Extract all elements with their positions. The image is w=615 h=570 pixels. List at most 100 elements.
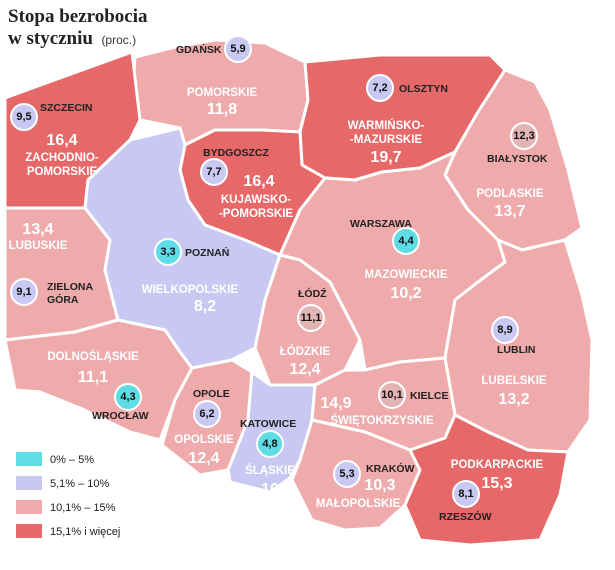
city-bubble-szczecin [10, 103, 38, 131]
city-value-rzeszow: 8,1 [458, 488, 473, 500]
city-value-krakow: 5,3 [339, 468, 354, 480]
map-title-line1: Stopa bezrobocia [8, 6, 148, 27]
legend-swatch-10-15 [16, 500, 42, 514]
region-name-kujawsko-1: KUJAWSKO- [221, 194, 291, 206]
city-label-kielce: KIELCE [410, 390, 449, 402]
legend: 0% – 5% 5,1% – 10% 10,1% – 15% 15,1% i w… [16, 452, 120, 538]
city-bubble-opole [193, 400, 221, 428]
city-bubble-poznan [154, 238, 182, 266]
map-title-line2-group: w styczniu (proc.) [8, 28, 136, 49]
city-bubble-lodz [297, 304, 325, 332]
city-bubble-bydgoszcz [200, 158, 228, 186]
legend-label-0-5: 0% – 5% [50, 454, 94, 466]
region-name-zachodnio-2: POMORSKIE [27, 166, 98, 178]
legend-label-15-plus: 15,1% i więcej [50, 526, 120, 538]
city-label-rzeszow: RZESZÓW [439, 510, 492, 523]
city-label-gdansk: GDAŃSK [176, 43, 222, 56]
region-name-podlaskie: PODLASKIE [476, 188, 543, 200]
city-value-warszawa: 4,4 [398, 235, 414, 247]
region-value-dolnoslaskie: 11,1 [78, 369, 108, 386]
city-value-lublin: 8,9 [497, 324, 512, 336]
city-label-olsztyn: OLSZTYN [399, 83, 448, 95]
region-name-swietokrzyskie: ŚWIĘTOKRZYSKIE [330, 414, 434, 427]
region-value-wielkopolskie: 8,2 [194, 298, 216, 315]
city-value-bydgoszcz: 7,7 [206, 166, 221, 178]
region-podkarpackie [403, 413, 570, 547]
city-value-bialystok: 12,3 [513, 130, 534, 142]
region-name-pomorskie: POMORSKIE [187, 87, 258, 99]
region-value-lubuskie: 13,4 [22, 221, 53, 238]
region-value-warminsko: 19,7 [370, 149, 401, 166]
city-value-olsztyn: 7,2 [372, 82, 387, 94]
city-bubble-kielce [378, 381, 406, 409]
region-value-lubelskie: 13,2 [498, 391, 529, 408]
city-label-krakow: KRAKÓW [366, 462, 414, 475]
region-value-podlaskie: 13,7 [494, 203, 525, 220]
region-value-slaskie: 10 [261, 481, 279, 498]
city-bubble-zielona-gora [10, 278, 38, 306]
legend-label-10-15: 10,1% – 15% [50, 502, 116, 514]
city-label-zielona-gora-2: GÓRA [47, 293, 79, 306]
region-value-zachodniopomorskie: 16,4 [46, 132, 77, 149]
region-name-opolskie: OPOLSKIE [174, 434, 234, 446]
region-name-dolnoslaskie: DOLNOŚLĄSKIE [47, 350, 139, 363]
region-name-lubuskie: LUBUSKIE [9, 240, 68, 252]
city-value-gdansk: 5,9 [230, 43, 245, 55]
region-name-zachodnio-1: ZACHODNIO- [25, 152, 99, 164]
city-bubble-lublin [491, 316, 519, 344]
city-bubble-gdansk [224, 35, 252, 63]
region-name-warminsko-2: -MAZURSKIE [350, 134, 423, 146]
region-wielkopolskie [83, 126, 282, 370]
city-label-opole: OPOLE [193, 388, 230, 400]
city-label-bialystok: BIAŁYSTOK [487, 153, 548, 165]
region-name-warminsko-1: WARMIŃSKO- [348, 119, 425, 132]
city-label-poznan: POZNAŃ [185, 246, 229, 259]
city-label-warszawa: WARSZAWA [350, 218, 412, 230]
city-label-zielona-gora-1: ZIELONA [47, 281, 93, 293]
region-value-lodzkie: 12,4 [289, 361, 320, 378]
city-label-wroclaw: WROCŁAW [92, 410, 149, 422]
region-name-slaskie: ŚLĄSKIE [245, 464, 295, 477]
city-bubble-warszawa [392, 227, 420, 255]
region-value-malopolskie: 10,3 [364, 477, 395, 494]
legend-swatch-15-plus [16, 524, 42, 538]
region-name-lubelskie: LUBELSKIE [481, 375, 547, 387]
city-value-kielce: 10,1 [381, 389, 402, 401]
city-label-szczecin: SZCZECIN [40, 102, 93, 114]
region-name-podkarpackie: PODKARPACKIE [451, 459, 544, 471]
region-name-kujawsko-2: -POMORSKIE [219, 208, 293, 220]
region-name-wielkopolskie: WIELKOPOLSKIE [142, 284, 239, 296]
city-value-katowice: 4,8 [262, 438, 277, 450]
region-value-opolskie: 12,4 [188, 450, 219, 467]
city-bubble-bialystok [510, 122, 538, 150]
city-label-lublin: LUBLIN [497, 344, 536, 356]
city-value-wroclaw: 4,3 [120, 391, 135, 403]
legend-swatch-5-10 [16, 476, 42, 490]
city-label-katowice: KATOWICE [240, 418, 296, 430]
legend-swatch-0-5 [16, 452, 42, 466]
region-name-lodzkie: ŁÓDZKIE [280, 345, 331, 358]
city-bubble-rzeszow [452, 480, 480, 508]
city-label-lodz: ŁÓDŹ [298, 287, 327, 300]
region-name-mazowieckie: MAZOWIECKIE [364, 269, 447, 281]
city-value-zielona-gora: 9,1 [16, 286, 31, 298]
city-bubble-krakow [333, 460, 361, 488]
region-value-podkarpackie: 15,3 [481, 475, 512, 492]
city-label-bydgoszcz: BYDGOSZCZ [203, 147, 270, 159]
map-unit: (proc.) [101, 33, 136, 47]
region-value-mazowieckie: 10,2 [390, 285, 421, 302]
region-value-swietokrzyskie: 14,9 [320, 395, 351, 412]
city-value-opole: 6,2 [199, 408, 214, 420]
city-bubble-olsztyn [366, 74, 394, 102]
city-value-poznan: 3,3 [160, 246, 175, 258]
city-value-szczecin: 9,5 [16, 111, 31, 123]
legend-label-5-10: 5,1% – 10% [50, 478, 110, 490]
region-name-malopolskie: MAŁOPOLSKIE [316, 498, 401, 510]
map-title-line2: w styczniu [8, 28, 93, 49]
city-bubble-wroclaw [114, 383, 142, 411]
region-value-kujawsko: 16,4 [243, 173, 274, 190]
city-bubble-katowice [256, 430, 284, 458]
region-value-pomorskie: 11,8 [207, 101, 237, 118]
